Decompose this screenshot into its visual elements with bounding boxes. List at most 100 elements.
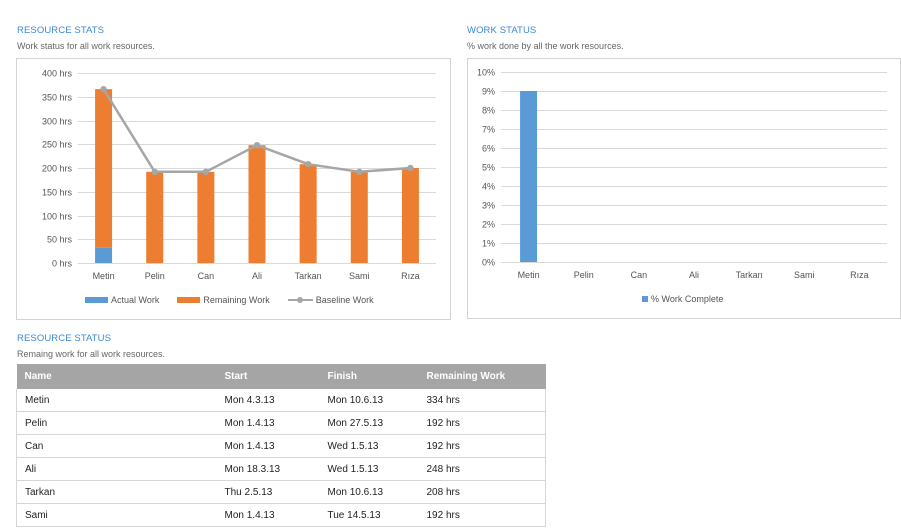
- cell-finish: Wed 1.5.13: [319, 434, 419, 458]
- legend-label-actual: Actual Work: [111, 295, 160, 305]
- y-tick-label: 0 hrs: [52, 259, 73, 269]
- bar-remaining-work-tarkan: [299, 164, 317, 263]
- table-row: Tarkan Thu 2.5.13 Mon 10.6.13 208 hrs: [16, 480, 546, 504]
- y-tick-label: 300 hrs: [42, 117, 73, 127]
- cell-name: Pelin: [16, 411, 217, 435]
- resource-stats-legend: Actual Work Remaining Work Baseline Work: [85, 295, 374, 305]
- x-tick-label: Tarkan: [295, 271, 322, 281]
- resource-stats-subtitle: Work status for all work resources.: [17, 41, 155, 51]
- y-tick-label: 1%: [482, 239, 495, 249]
- cell-start: Mon 1.4.13: [216, 411, 320, 435]
- table-row: Can Mon 1.4.13 Wed 1.5.13 192 hrs: [16, 434, 546, 458]
- x-tick-label: Metin: [518, 270, 540, 280]
- legend-baseline-work: Baseline Work: [287, 295, 374, 305]
- cell-remaining-work: 248 hrs: [418, 457, 546, 481]
- y-tick-label: 4%: [482, 182, 495, 192]
- cell-finish: Mon 10.6.13: [319, 389, 419, 412]
- work-status-subtitle: % work done by all the work resources.: [467, 41, 624, 51]
- cell-start: Mon 1.4.13: [216, 434, 320, 458]
- work-status-chart-panel: 0% 1% 2% 3% 4% 5% 6% 7% 8% 9% 10% Metin Pelin Can Ali T…: [467, 58, 901, 319]
- column-header-finish: Finish: [319, 364, 419, 389]
- legend-actual-work: Actual Work: [85, 295, 159, 305]
- legend-label-work-complete: % Work Complete: [651, 294, 724, 304]
- y-tick-label: 9%: [482, 87, 495, 97]
- legend-swatch-baseline: [287, 296, 313, 304]
- table-row: Pelin Mon 1.4.13 Mon 27.5.13 192 hrs: [16, 411, 546, 435]
- cell-start: Mon 4.3.13: [216, 389, 320, 412]
- x-tick-label: Ali: [252, 271, 262, 281]
- work-status-chart: 0% 1% 2% 3% 4% 5% 6% 7% 8% 9% 10% Metin Pelin Can Ali T…: [477, 68, 887, 280]
- x-tick-label: Sami: [349, 271, 370, 281]
- y-tick-label: 350 hrs: [42, 93, 73, 103]
- y-tick-label: 8%: [482, 106, 495, 116]
- baseline-work-point: [407, 164, 414, 172]
- baseline-work-point: [304, 161, 312, 168]
- x-tick-label: Can: [631, 270, 648, 280]
- cell-remaining-work: 192 hrs: [418, 411, 546, 435]
- x-tick-label: Metin: [93, 271, 115, 281]
- resource-status-title: RESOURCE STATUS: [17, 333, 112, 344]
- resource-stats-chart-panel: 0 hrs 50 hrs 100 hrs 150 hrs 200 hrs 250 hrs 3…: [16, 58, 451, 320]
- y-tick-label: 250 hrs: [42, 140, 73, 150]
- cell-name: Sami: [16, 503, 217, 527]
- y-tick-label: 10%: [477, 68, 495, 78]
- table-header-row: Name Start Finish Remaining Work: [16, 364, 546, 389]
- resource-stats-title: RESOURCE STATS: [17, 25, 105, 36]
- cell-finish: Mon 10.6.13: [319, 480, 419, 504]
- baseline-work-point: [151, 168, 158, 175]
- legend-label-remaining: Remaining Work: [203, 295, 270, 305]
- y-tick-label: 3%: [482, 201, 495, 211]
- bar--work-complete-metin: [520, 91, 538, 262]
- bar-remaining-work-pelin: [146, 171, 164, 263]
- cell-name: Can: [16, 434, 217, 458]
- x-tick-label: Pelin: [145, 271, 165, 281]
- cell-finish: Tue 14.5.13: [319, 503, 419, 527]
- column-header-name: Name: [16, 364, 217, 389]
- y-tick-label: 7%: [482, 125, 495, 135]
- legend-remaining-work: Remaining Work: [177, 295, 270, 305]
- x-tick-label: Rıza: [401, 271, 420, 281]
- table-row: Metin Mon 4.3.13 Mon 10.6.13 334 hrs: [16, 389, 546, 412]
- cell-remaining-work: 208 hrs: [418, 480, 546, 504]
- cell-remaining-work: 192 hrs: [418, 434, 546, 458]
- resource-status-table: Name Start Finish Remaining Work Metin M…: [16, 364, 546, 527]
- y-tick-label: 2%: [482, 220, 495, 230]
- column-header-remaining-work: Remaining Work: [418, 364, 546, 389]
- y-tick-label: 50 hrs: [47, 235, 73, 245]
- legend-swatch-work-complete: [642, 296, 648, 302]
- bar-remaining-work-ali: [248, 145, 266, 263]
- baseline-work-point: [202, 168, 210, 175]
- cell-finish: Wed 1.5.13: [319, 457, 419, 481]
- table-row: Sami Mon 1.4.13 Tue 14.5.13 192 hrs: [16, 503, 546, 527]
- bar-actual-work-metin: [95, 247, 113, 263]
- bar-remaining-work-metin: [95, 89, 113, 248]
- legend-work-complete: % Work Complete: [642, 294, 723, 304]
- legend-label-baseline: Baseline Work: [315, 295, 374, 305]
- baseline-work-point: [356, 168, 363, 175]
- y-tick-label: 200 hrs: [42, 164, 73, 174]
- column-header-start: Start: [216, 364, 320, 389]
- cell-start: Mon 1.4.13: [216, 503, 320, 527]
- y-tick-label: 5%: [482, 163, 495, 173]
- cell-remaining-work: 334 hrs: [418, 389, 546, 412]
- legend-swatch-remaining: [177, 297, 201, 303]
- baseline-work-point: [100, 85, 107, 93]
- y-tick-label: 400 hrs: [42, 69, 73, 79]
- work-status-legend: % Work Complete: [642, 294, 723, 304]
- y-tick-label: 150 hrs: [42, 188, 73, 198]
- bar-remaining-work-sami: [350, 171, 368, 263]
- resource-stats-chart: 0 hrs 50 hrs 100 hrs 150 hrs 200 hrs 250 hrs 3…: [42, 69, 436, 281]
- x-tick-label: Tarkan: [736, 270, 763, 280]
- work-status-title: WORK STATUS: [467, 25, 537, 36]
- cell-finish: Mon 27.5.13: [319, 411, 419, 435]
- cell-start: Thu 2.5.13: [216, 480, 320, 504]
- x-tick-label: Pelin: [574, 270, 594, 280]
- cell-name: Metin: [16, 389, 217, 412]
- resource-status-subtitle: Remaing work for all work resources.: [17, 349, 166, 359]
- legend-swatch-actual: [85, 297, 108, 303]
- x-tick-label: Can: [198, 271, 215, 281]
- y-tick-label: 6%: [482, 144, 495, 154]
- x-tick-label: Sami: [794, 270, 815, 280]
- y-tick-label: 0%: [482, 258, 495, 268]
- cell-remaining-work: 192 hrs: [418, 503, 546, 527]
